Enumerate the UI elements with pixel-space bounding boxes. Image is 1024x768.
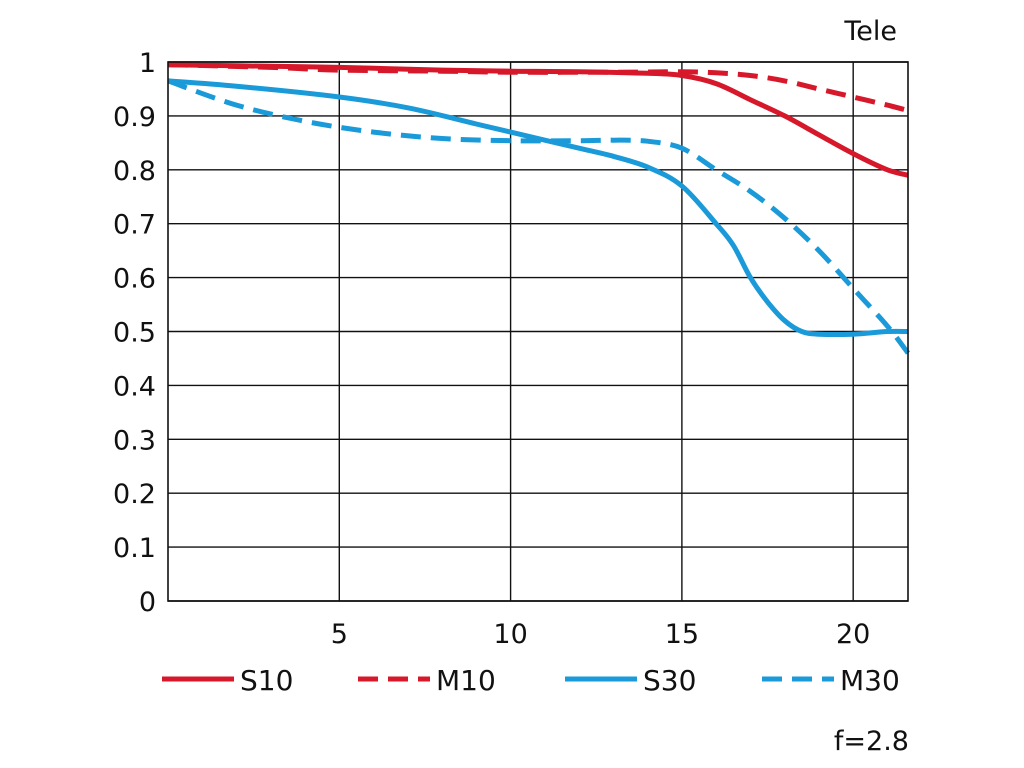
legend-label-m10: M10: [436, 664, 496, 697]
y-tick-label: 0.1: [113, 533, 156, 564]
y-tick-label: 0.2: [113, 479, 156, 510]
y-tick-label: 0.5: [113, 318, 156, 349]
y-tick-label: 0.3: [113, 425, 156, 456]
y-tick-labels: 0 0.1 0.2 0.3 0.4 0.5 0.6 0.7 0.8 0.9 1: [113, 48, 156, 618]
y-tick-label: 0.7: [113, 210, 156, 241]
legend-label-s30: S30: [643, 664, 696, 697]
plot-frame: [167, 61, 909, 602]
x-tick-labels: 5 10 15 20: [331, 619, 871, 650]
x-tick-label: 20: [836, 619, 870, 650]
x-tick-label: 15: [665, 619, 699, 650]
series-line-m30: [168, 78, 910, 355]
legend-label-m30: M30: [840, 664, 900, 697]
y-tick-label: 0.6: [113, 264, 156, 295]
series-line-m10: [168, 62, 909, 113]
y-tick-label: 0.8: [113, 156, 156, 187]
y-tick-label: 0.4: [113, 371, 156, 402]
series-lines: [168, 62, 910, 355]
y-tick-label: 0.9: [113, 102, 156, 133]
aperture-note: f=2.8: [834, 726, 909, 757]
x-tick-label: 10: [493, 619, 527, 650]
series-line-s10: [168, 62, 909, 178]
chart-title: Tele: [843, 16, 897, 47]
legend: S10 M10 S30 M30: [162, 664, 900, 697]
y-tick-label: 0: [139, 587, 156, 618]
legend-label-s10: S10: [240, 664, 293, 697]
x-tick-label: 5: [331, 619, 348, 650]
y-tick-label: 1: [139, 48, 156, 79]
series-line-s30: [168, 78, 909, 337]
